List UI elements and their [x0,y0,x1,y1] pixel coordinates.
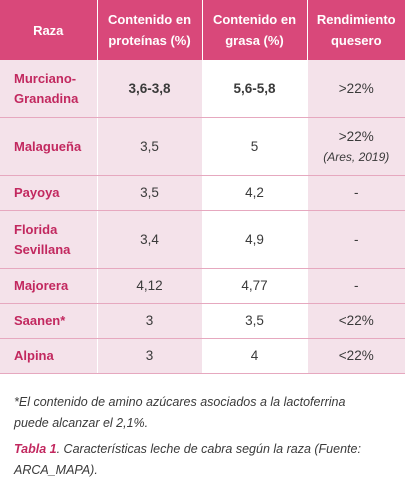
header-raza-label: Raza [33,22,64,38]
raza-line2: Sevillana [14,241,71,257]
proteinas-cell: 3,4 [97,210,203,269]
grasa-cell: 4 [202,338,308,374]
proteinas-cell: 3 [97,338,203,374]
raza-cell: Malagueña [0,117,98,176]
header-row: Raza Contenido en proteínas (%) Contenido… [0,0,405,60]
footnote-line2: puede alcanzar el 2,1%. [14,416,149,430]
proteinas-cell: 3 [97,303,203,339]
caption-text-line1: . Características leche de cabra según l… [56,442,361,456]
raza-line1: Florida [14,221,58,237]
raza-line2: Granadina [14,90,79,106]
raza-cell: Alpina [0,338,98,374]
footnote-line1: *El contenido de amino azúcares asociado… [14,395,346,409]
raza-cell: Murciano- Granadina [0,60,98,118]
proteinas-cell: 3,5 [97,117,203,176]
grasa-cell: 5,6-5,8 [202,60,308,118]
caption-label: Tabla 1 [14,442,57,456]
table-row: Murciano- Granadina 3,6-3,8 5,6-5,8 >22% [0,60,405,118]
header-grasa-line2: grasa (%) [225,33,284,48]
table-row: Payoya 3,5 4,2 - [0,175,405,211]
raza-cell: Majorera [0,268,98,304]
milk-composition-table: Raza Contenido en proteínas (%) Contenido… [0,0,405,374]
table-row: Majorera 4,12 4,77 - [0,268,405,304]
proteinas-cell: 4,12 [97,268,203,304]
grasa-cell: 3,5 [202,303,308,339]
table-row: Malagueña 3,5 5 >22% (Ares, 2019) [0,117,405,176]
header-grasa: Contenido en grasa (%) [202,0,308,60]
proteinas-cell: 3,6-3,8 [97,60,203,118]
grasa-cell: 4,9 [202,210,308,269]
header-rendimiento-line2: quesero [330,33,382,48]
rendimiento-value: >22% [338,128,374,144]
table-row: Florida Sevillana 3,4 4,9 - [0,210,405,269]
rendimiento-cell: >22% [307,60,405,118]
table-header: Raza Contenido en proteínas (%) Contenido… [0,0,405,60]
header-proteinas: Contenido en proteínas (%) [97,0,203,60]
raza-line1: Murciano- [14,70,77,86]
proteinas-cell: 3,5 [97,175,203,211]
rendimiento-cell: <22% [307,338,405,374]
rendimiento-cell: - [307,268,405,304]
notes-block: *El contenido de amino azúcares asociado… [14,392,399,481]
table-caption: Tabla 1. Características leche de cabra … [14,439,399,481]
raza-cell: Florida Sevillana [0,210,98,269]
milk-composition-table-container: Raza Contenido en proteínas (%) Contenido… [0,0,405,374]
table-body: Murciano- Granadina 3,6-3,8 5,6-5,8 >22% … [0,60,405,374]
rendimiento-cell: - [307,175,405,211]
rendimiento-cell: <22% [307,303,405,339]
grasa-cell: 4,2 [202,175,308,211]
rendimiento-cell: >22% (Ares, 2019) [307,117,405,176]
rendimiento-cell: - [307,210,405,269]
footnote: *El contenido de amino azúcares asociado… [14,392,399,434]
reference-note: (Ares, 2019) [323,149,390,164]
header-grasa-line1: Contenido en [212,12,297,27]
caption-text-line2: ARCA_MAPA). [14,463,98,477]
header-proteinas-line2: proteínas (%) [108,33,191,48]
raza-cell: Payoya [0,175,98,211]
header-rendimiento: Rendimiento quesero [307,0,405,60]
header-proteinas-line1: Contenido en [107,12,192,27]
table-row: Alpina 3 4 <22% [0,338,405,374]
raza-cell: Saanen* [0,303,98,339]
header-raza: Raza [0,0,98,60]
grasa-cell: 5 [202,117,308,176]
grasa-cell: 4,77 [202,268,308,304]
header-rendimiento-line1: Rendimiento [316,12,396,27]
table-row: Saanen* 3 3,5 <22% [0,303,405,339]
